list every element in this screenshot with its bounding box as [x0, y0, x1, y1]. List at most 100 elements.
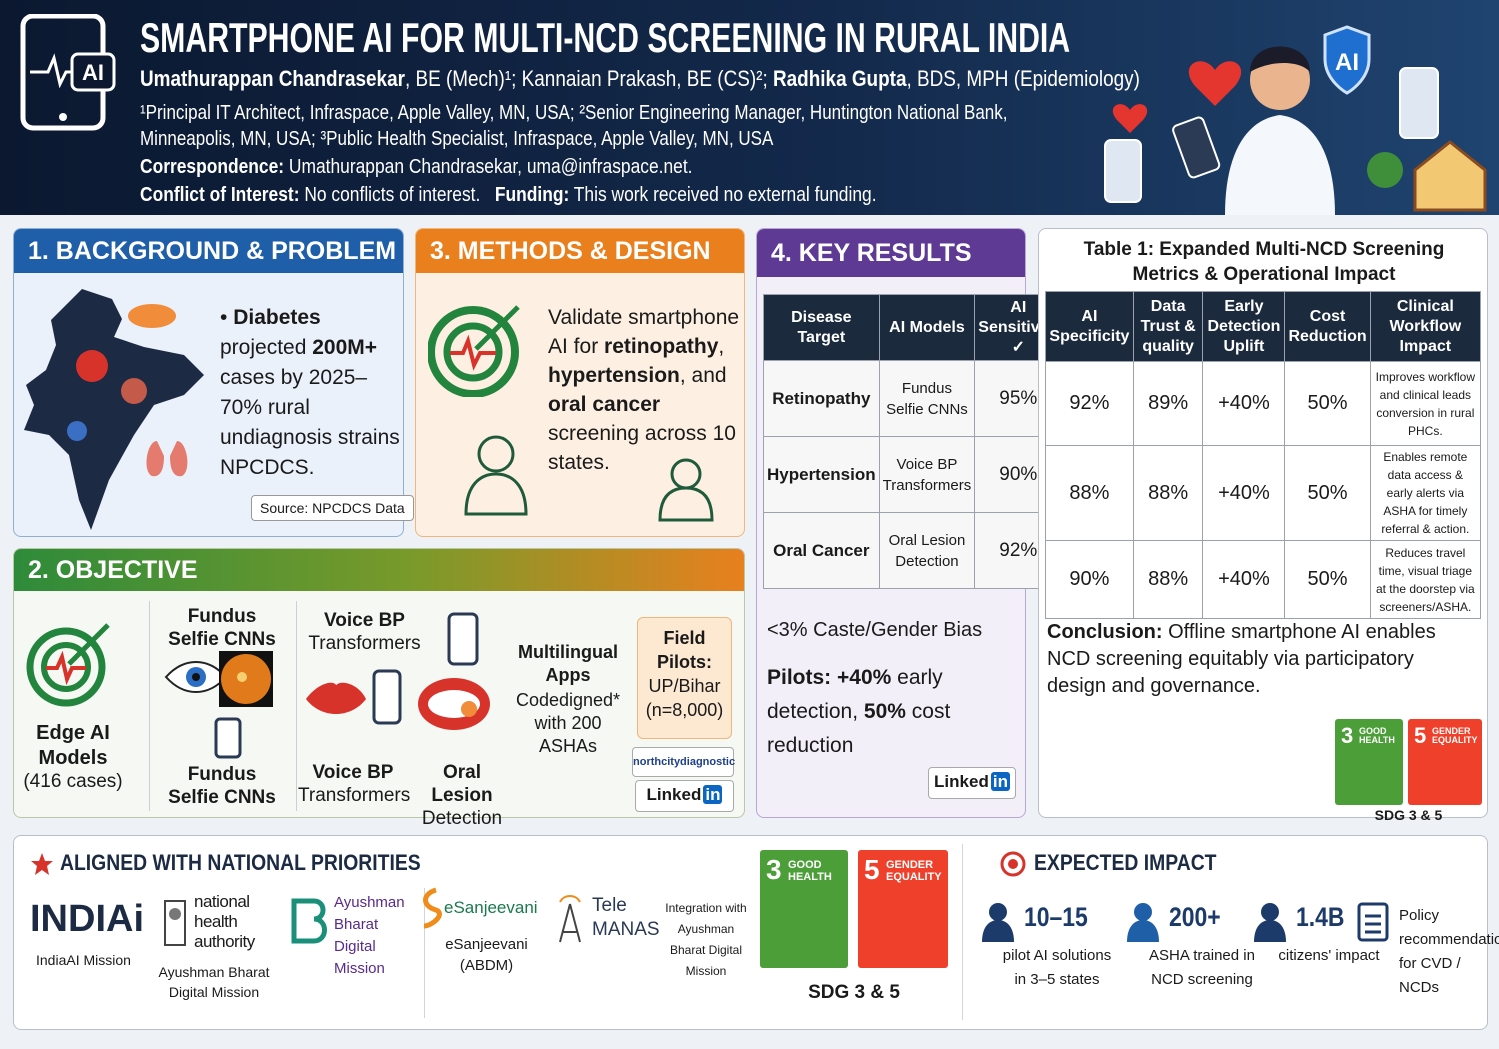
table-row: 90% 88% +40% 50% Reduces travel time, visual…	[1045, 540, 1482, 619]
pilots-text: UP/Bihar (n=8,000)	[645, 676, 724, 720]
fundus-label: Fundus Selfie CNNs	[168, 764, 276, 808]
sdg-tile: 3 GOOD HEALTH	[760, 850, 848, 968]
doctor-icon	[658, 458, 714, 522]
sdg-caption: SDG 3 & 5	[1374, 807, 1443, 823]
sdg-caption: SDG 3 & 5	[808, 982, 900, 1003]
table-cell: +40%	[1202, 361, 1286, 446]
text: No conflicts of interest.	[304, 184, 481, 206]
oral-label: Oral Lesion Detection	[412, 761, 512, 830]
target-icon	[1000, 851, 1026, 877]
pilots-title: Field Pilots:	[656, 628, 712, 672]
sdg-number: 5	[864, 854, 880, 885]
linkedin-in: in	[703, 785, 723, 804]
results-panel: 4. KEY RESULTS Disease Target AI Models AI…	[756, 228, 1063, 818]
table-cell: Retinopathy	[763, 360, 880, 437]
linkedin-badge: Linked in	[635, 780, 734, 812]
icon-shape	[372, 669, 402, 725]
text: Umathurappan Chandrasekar, uma@infraspac…	[288, 156, 693, 178]
table-cell: 88%	[1132, 445, 1204, 541]
priorities-panel: ALIGNED WITH NATIONAL PRIORITIES INDIAi …	[13, 835, 1499, 1030]
india-map	[24, 289, 204, 530]
icon-shape	[477, 435, 515, 473]
header-cell: Disease Target	[763, 294, 880, 361]
author-degree: , BDS, MPH (Epidemiology)	[906, 66, 1140, 91]
icon-shape	[1000, 851, 1026, 877]
text: Detection	[421, 808, 503, 829]
badge-text: AI	[1335, 49, 1359, 76]
icon-shape	[164, 900, 186, 946]
star-icon	[31, 853, 53, 875]
icon-shape	[1188, 61, 1242, 106]
correspondence: Correspondence: Umathurappan Chandraseka…	[140, 156, 693, 179]
disclosures: Conflict of Interest: No conflicts of in…	[140, 184, 877, 207]
emphasis: Voice BP	[324, 610, 405, 631]
integration: Integration with Ayushman Bharat Digital…	[665, 901, 747, 978]
table-cell: 50%	[1284, 445, 1371, 541]
text: This work received no external funding.	[573, 184, 877, 206]
emphasis: 200M+	[312, 336, 378, 359]
text: ,	[718, 335, 725, 358]
text: Validate smartphone AI for	[548, 306, 740, 358]
impact-value: 10–15	[1024, 902, 1088, 932]
table-cell: 50%	[1284, 540, 1371, 619]
icon-shape	[447, 612, 479, 666]
target-icon	[26, 623, 110, 707]
emphasis: Pilots: +40%	[767, 666, 892, 689]
table-row: Oral Cancer Oral Lesion Detection 92%	[763, 512, 1063, 589]
icon-shape	[1112, 104, 1148, 133]
impact-value: 1.4B	[1296, 902, 1345, 932]
divider	[149, 601, 150, 811]
apps-title: Multilingual Apps	[518, 642, 618, 685]
section-title: 2. OBJECTIVE	[14, 549, 744, 591]
icon-shape	[192, 673, 200, 681]
icon-shape	[1104, 139, 1142, 203]
text: Transformers	[308, 633, 421, 654]
author: Umathurappan Chandrasekar	[140, 66, 405, 91]
icon-shape	[41, 642, 91, 692]
authors: Umathurappan Chandrasekar, BE (Mech)¹; K…	[140, 66, 1140, 92]
icon-shape	[76, 350, 108, 382]
icon-shape	[1323, 25, 1371, 95]
emphasis: Oral Lesion	[431, 762, 493, 806]
title: SMARTPHONE AI FOR MULTI-NCD SCREENING IN…	[140, 14, 1071, 61]
sdg-label: GOOD HEALTH	[1359, 726, 1395, 746]
source: Source: NPCDCS Data	[251, 495, 414, 521]
icon-shape	[658, 486, 714, 522]
sdg-number: 3	[1341, 723, 1354, 748]
linkedin-text: Linked	[934, 772, 989, 791]
edge-cases: (416 cases)	[23, 771, 123, 792]
emphasis: retinopathy	[604, 335, 719, 358]
header-cell: Cost Reduction	[1284, 291, 1371, 362]
abdm-icon	[291, 898, 327, 944]
header-row: Disease Target AI Models AI Sensitivity ✓	[763, 294, 1063, 361]
author-degree: , BE (Mech)¹; Kannaian Prakash, BE (CS)²…	[404, 66, 773, 91]
impact-label: citizens' impact	[1278, 947, 1380, 964]
header-cell: Early Detection Uplift	[1202, 291, 1286, 362]
divider	[296, 601, 297, 811]
header-cell: Clinical Workflow Impact	[1369, 291, 1482, 362]
icon-shape	[1172, 116, 1221, 179]
icon-shape	[1225, 115, 1335, 215]
text: Transformers	[298, 785, 411, 806]
linkedin-text: Linked	[646, 785, 702, 804]
icon-shape	[30, 53, 72, 89]
table-cell: 90%	[1045, 540, 1134, 619]
impact-icon	[1357, 902, 1389, 942]
icon-shape	[214, 717, 242, 759]
edge-title: Edge AI Models	[36, 722, 110, 769]
apps-text: Codedigned* with 200 ASHAs	[515, 690, 621, 756]
icon-shape	[989, 903, 1007, 921]
target-icon	[428, 305, 520, 397]
voice-label: Voice BP Transformers	[302, 609, 427, 655]
icon-shape	[559, 895, 581, 903]
section-title: 3. METHODS & DESIGN	[416, 229, 744, 273]
icon-shape	[1357, 902, 1389, 942]
icon-shape	[24, 289, 204, 530]
impact-icon	[982, 903, 1014, 942]
methods-panel: 3. METHODS & DESIGN Validate smartphone …	[415, 228, 745, 537]
header-cell: AI Specificity	[1045, 291, 1134, 362]
icon-shape	[46, 650, 86, 686]
linkedin-in: in	[990, 772, 1010, 791]
table-cell: Reduces travel time, visual triage at th…	[1369, 540, 1482, 619]
nha-logo: national health authority	[194, 892, 255, 951]
